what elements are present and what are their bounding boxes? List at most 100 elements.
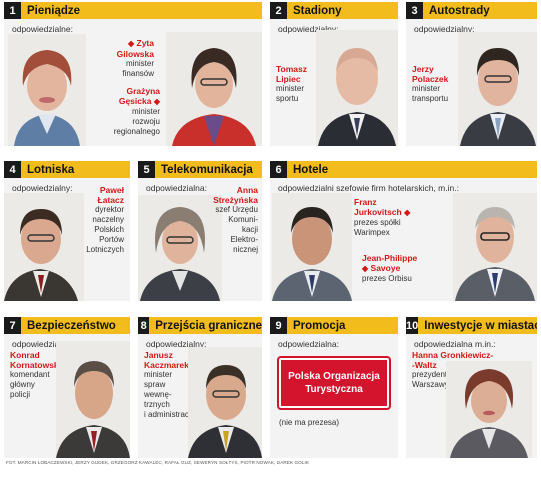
person-role-line: finansów	[122, 69, 154, 78]
person-first-name: Franz	[354, 197, 377, 207]
pointer-arrow-icon: ◆	[153, 97, 160, 106]
responsible-label: odpowiedzialna:	[278, 339, 339, 349]
person-first-name: Konrad	[10, 350, 40, 360]
person-first-name: Tomasz	[276, 64, 308, 74]
responsible-label: odpowiedzialny:	[278, 24, 339, 34]
person-last-name: Gilowska	[116, 49, 154, 59]
photo-kaczmarek	[188, 347, 262, 458]
responsible-label: odpowiedzialny:	[146, 339, 207, 349]
panel-header: 2 Stadiony	[270, 2, 398, 19]
panel-title: Stadiony	[293, 4, 342, 17]
responsible-label: odpowiedzialni szefowie firm hotelarskic…	[278, 183, 459, 193]
panel-number: 5	[138, 161, 155, 178]
person-first-name: Zyta	[136, 38, 154, 48]
person-savoye: Jean-Philippe ◆ Savoye prezes Orbisu	[362, 253, 417, 284]
person-role-line: wewnę-	[144, 390, 172, 399]
person-role-line: spraw	[144, 380, 166, 389]
photo-lipiec	[316, 30, 398, 146]
person-role-line: transportu	[412, 94, 449, 103]
person-role-line: Warimpex	[354, 228, 390, 237]
person-role-line: szef Urzędu	[215, 205, 258, 214]
panel-header: 4 Lotniska	[4, 161, 130, 178]
person-role-line: główny	[10, 380, 35, 389]
pointer-arrow-icon: ◆	[362, 264, 369, 273]
panel-number: 3	[406, 2, 423, 19]
person-first-name: Hanna Gronkiewicz-	[412, 350, 494, 360]
panel-header: 3 Autostrady	[406, 2, 537, 19]
promo-note: (nie ma prezesa)	[279, 418, 340, 427]
photo-polaczek	[458, 32, 537, 146]
panel-pieniadze: 1 Pieniądze odpowiedzialne: ◆ Zyta Gilows…	[4, 2, 262, 146]
person-role-line: dyrektor	[95, 205, 124, 214]
person-last-name: Savoye	[370, 263, 401, 273]
person-latacz: Paweł Łatacz dyrektor naczelny Polskich …	[70, 185, 124, 255]
person-jurkovitsch: Franz Jurkovitsch ◆ prezes spółki Warimp…	[354, 197, 410, 238]
panel-number: 9	[270, 317, 287, 334]
panel-header: 5 Telekomunikacja	[138, 161, 262, 178]
person-first-name: Jerzy	[412, 64, 434, 74]
person-last-name: Streżyńska	[213, 195, 258, 205]
person-role-line: rozwoju	[132, 117, 160, 126]
panel-title: Przejścia graniczne	[155, 319, 262, 332]
person-role-line: komendant	[10, 370, 50, 379]
person-role-line: prezes Orbisu	[362, 274, 412, 283]
panel-number: 6	[270, 161, 287, 178]
photo-latacz	[4, 193, 84, 301]
person-first-name: Jean-Philippe	[362, 253, 418, 263]
photo-kornatowski	[56, 341, 130, 458]
panel-title: Inwestycje w miastach	[424, 319, 537, 332]
panel-number: 8	[138, 317, 150, 334]
person-role-line: minister	[125, 59, 154, 68]
panel-title: Hotele	[293, 163, 329, 176]
person-last-name: Lipiec	[276, 74, 301, 84]
panel-title: Promocja	[293, 319, 346, 332]
person-first-name: Janusz	[144, 350, 173, 360]
person-role-line: nicznej	[233, 245, 258, 254]
panel-autostrady: 3 Autostrady odpowiedzialny: Jerzy Polacz…	[406, 2, 537, 146]
person-kornatowski: Konrad Kornatowski komendant główny poli…	[10, 350, 61, 400]
photo-credits: FOT. MARCIN ŁOBACZEWSKI, JERZY GUDEK, GR…	[6, 460, 310, 465]
panel-number: 2	[270, 2, 287, 19]
person-role-line: prezes spółki	[354, 218, 401, 227]
panel-telekomunikacja: 5 Telekomunikacja odpowiedzialna: Anna St…	[138, 161, 262, 301]
person-role-line: prezydent	[412, 370, 448, 379]
person-role-line: minister	[412, 84, 441, 93]
person-role-line: naczelny	[92, 215, 124, 224]
bottom-margin	[0, 472, 541, 480]
photo-savoye	[453, 193, 537, 301]
person-role-line: Lotniczych	[86, 245, 124, 254]
panel-przejscia-graniczne: 8 Przejścia graniczne odpowiedzialny: Jan…	[138, 317, 262, 458]
pointer-arrow-icon: ◆	[127, 39, 135, 48]
responsible-label: odpowiedzialne:	[12, 24, 73, 34]
person-role-line: Portów	[99, 235, 124, 244]
panel-inwestycje: 10 Inwestycje w miastach odpowiedzialna m…	[406, 317, 537, 458]
panel-title: Lotniska	[27, 163, 75, 176]
panel-title: Bezpieczeństwo	[27, 319, 116, 332]
responsible-label: odpowiedzialna m.in.:	[414, 339, 496, 349]
panel-title: Pieniądze	[27, 4, 81, 17]
panel-header: 1 Pieniądze	[4, 2, 262, 19]
photo-gronkiewicz	[446, 361, 532, 458]
panel-header: 9 Promocja	[270, 317, 398, 334]
person-role-line: minister	[144, 370, 173, 379]
person-gesicka: Grażyna Gęsicka ◆ minister rozwoju regio…	[80, 86, 160, 137]
panel-number: 7	[4, 317, 21, 334]
person-role-line: kacji	[241, 225, 258, 234]
person-strezynska: Anna Streżyńska szef Urzędu Komuni- kacj…	[202, 185, 258, 255]
panel-title: Telekomunikacja	[161, 163, 253, 176]
panel-title: Autostrady	[429, 4, 490, 17]
organization-badge: Polska Organizacja Turystyczna	[277, 356, 391, 410]
person-last-name: Gęsicka	[118, 96, 152, 106]
responsible-label: odpowiedzialny:	[414, 24, 475, 34]
panel-bezpieczenstwo: 7 Bezpieczeństwo odpowiedzialny: Konrad K…	[4, 317, 130, 458]
person-role-line: i administracji	[144, 410, 193, 419]
person-gronkiewicz: Hanna Gronkiewicz- -Waltz prezydent Wars…	[412, 350, 493, 390]
person-last-name: Łatacz	[97, 195, 124, 205]
person-role-line: minister	[276, 84, 305, 93]
person-last-name: -Waltz	[412, 360, 437, 370]
panel-header: 10 Inwestycje w miastach	[406, 317, 537, 334]
person-first-name: Grażyna	[126, 86, 160, 96]
panel-hotele: 6 Hotele odpowiedzialni szefowie firm hot…	[270, 161, 537, 301]
panel-number: 1	[4, 2, 21, 19]
person-role-line: sportu	[276, 94, 299, 103]
